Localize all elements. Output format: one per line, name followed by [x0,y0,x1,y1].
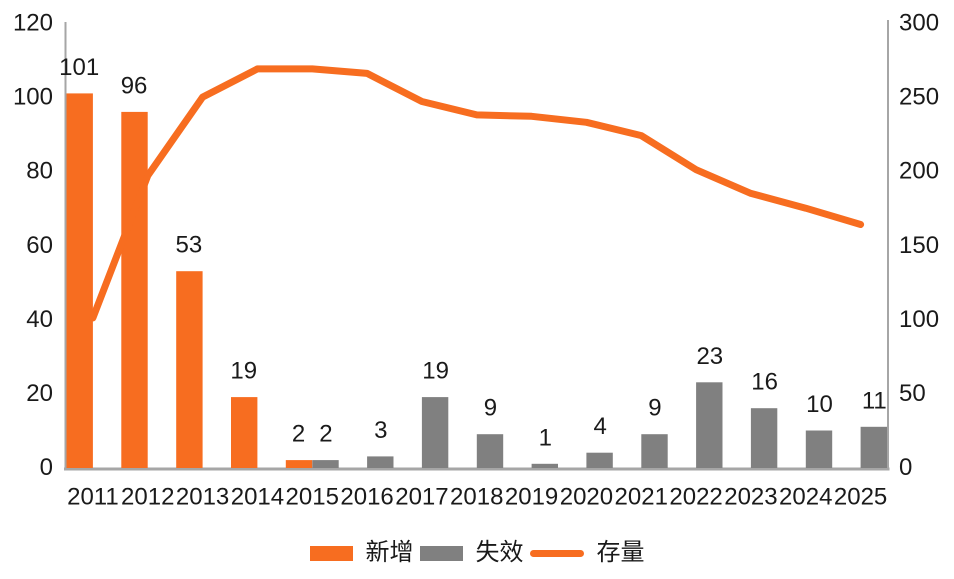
legend-item-stock: 存量 [529,539,645,566]
bar-expired-2025 [860,426,887,468]
right-axis-tick-label: 100 [899,306,939,333]
x-axis-label-2025: 2025 [834,484,887,511]
x-axis-label-2014: 2014 [231,484,284,511]
legend-item-expired: 失效 [419,539,524,566]
legend-swatch-stock-line [529,549,584,557]
x-axis-label-2017: 2017 [395,484,448,511]
bar-expired-2024 [805,430,833,468]
bar-new-2011 [66,93,93,469]
legend-label-stock: 存量 [596,539,645,566]
data-label-expired-2024: 10 [806,391,833,418]
left-axis-tick-label: 20 [26,380,53,407]
legend-label-expired: 失效 [475,539,524,566]
data-label-expired-2015: 2 [319,421,332,448]
right-axis-tick-label: 150 [899,232,939,259]
bar-expired-2022 [696,382,723,468]
left-axis-tick-label: 80 [26,158,53,185]
bar-expired-2019 [531,463,558,468]
x-axis-label-2024: 2024 [779,484,832,511]
legend-item-new: 新增 [309,539,414,566]
data-label-expired-2022: 23 [696,343,723,370]
data-label-expired-2018: 9 [484,395,497,422]
bar-new-2015 [285,460,313,468]
right-axis-tick-label: 250 [899,84,939,111]
bar-expired-2018 [476,434,504,468]
bar-expired-2020 [586,452,613,468]
x-axis-label-2011: 2011 [67,484,119,511]
x-axis-label-2021: 2021 [615,484,668,511]
bar-new-2012 [121,111,148,469]
data-label-new-2013: 53 [176,232,203,259]
legend-swatch-new-bar [309,545,353,561]
x-axis-label-2015: 2015 [286,484,339,511]
x-axis-label-2020: 2020 [560,484,613,511]
data-label-expired-2023: 16 [751,369,778,396]
bar-new-2013 [176,271,203,468]
data-label-new-2014: 19 [230,358,257,385]
x-axis-label-2019: 2019 [505,484,558,511]
bar-expired-2015 [312,460,339,468]
bar-new-2014 [231,397,258,468]
right-axis-tick-label: 300 [899,10,939,37]
data-label-expired-2019: 1 [539,424,552,451]
right-axis-tick-label: 50 [899,380,926,407]
data-label-new-2015: 2 [292,421,305,448]
left-axis-tick-label: 0 [40,454,53,481]
data-label-expired-2021: 9 [648,395,661,422]
x-axis-label-2012: 2012 [121,484,174,511]
data-label-new-2011: 101 [59,54,99,81]
bar-expired-2017 [421,397,449,468]
data-label-new-2012: 96 [121,72,148,99]
x-axis-label-2023: 2023 [724,484,777,511]
stock-line [89,65,865,322]
legend-swatch-expired-bar [419,545,463,561]
left-axis-tick-label: 120 [13,10,53,37]
left-axis-tick-label: 60 [26,232,53,259]
data-label-expired-2016: 3 [374,417,387,444]
bar-expired-2016 [367,456,394,468]
left-axis-tick-label: 40 [26,306,53,333]
data-label-expired-2025: 11 [862,387,887,414]
legend-label-new: 新增 [365,539,414,566]
bar-expired-2023 [750,408,778,468]
data-label-expired-2020: 4 [593,413,606,440]
bar-expired-2021 [641,434,668,468]
x-axis-label-2022: 2022 [669,484,722,511]
data-label-expired-2017: 19 [422,358,449,385]
chart-legend: 新增 失效 存量 [0,537,954,569]
right-axis-tick-label: 0 [899,454,912,481]
left-axis-tick-label: 100 [13,84,53,111]
x-axis-label-2016: 2016 [340,484,393,511]
right-axis-tick-label: 200 [899,158,939,185]
x-axis-label-2013: 2013 [176,484,229,511]
x-axis-label-2018: 2018 [450,484,503,511]
